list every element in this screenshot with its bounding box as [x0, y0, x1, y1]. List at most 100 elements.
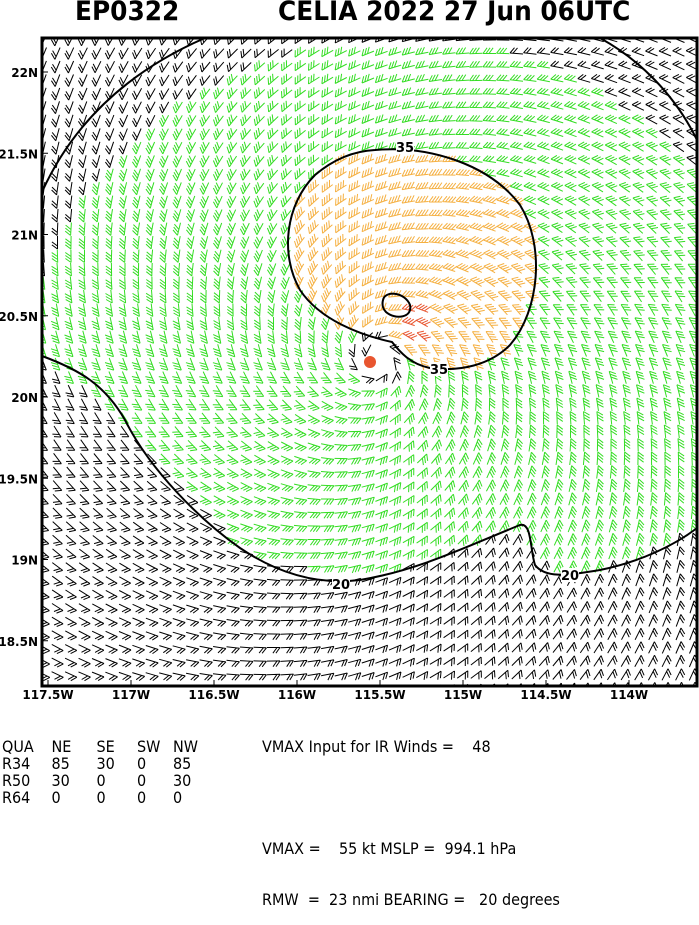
wind-barb: [253, 168, 265, 181]
wind-barb: [199, 453, 212, 465]
wind-barb: [470, 290, 485, 301]
wind-barb: [226, 330, 235, 344]
wind-barb: [213, 303, 221, 317]
wind-barb: [64, 208, 73, 223]
wind-barb: [320, 372, 332, 384]
wind-barb: [348, 301, 360, 315]
wind-barb: [635, 532, 645, 546]
wind-barb: [226, 646, 240, 654]
wind-barb: [442, 289, 458, 300]
wind-barb: [361, 523, 375, 533]
wind-barb: [388, 603, 402, 613]
wind-barb: [470, 629, 482, 639]
wind-barb: [538, 655, 550, 667]
wind-barb: [509, 155, 523, 164]
wind-barb: [118, 658, 132, 668]
wind-barb: [510, 222, 526, 233]
wind-barb: [212, 426, 225, 438]
wind-barb: [226, 426, 239, 438]
wind-barb: [458, 452, 470, 465]
wind-barb: [51, 262, 59, 277]
wind-barb: [645, 100, 658, 111]
wind-barb: [145, 168, 155, 182]
wind-barb: [621, 587, 632, 600]
wind-barb: [253, 195, 265, 208]
wind-barb: [159, 590, 172, 601]
wind-barb: [568, 384, 578, 398]
wind-barb: [523, 195, 537, 206]
wind-barb: [293, 260, 305, 276]
wind-barb: [499, 506, 510, 519]
wind-barb: [523, 208, 537, 219]
wind-barb: [445, 425, 456, 438]
wind-barb: [526, 344, 537, 357]
wind-barb: [267, 496, 280, 506]
wind-barb: [172, 426, 184, 438]
wind-barb: [159, 222, 168, 236]
wind-barb: [496, 114, 510, 123]
wind-barb: [348, 658, 362, 667]
wind-barb: [120, 439, 130, 451]
wind-barb: [293, 552, 308, 560]
wind-barb: [159, 38, 168, 46]
wind-barb: [471, 507, 483, 519]
table-cell: SE: [96, 737, 115, 756]
wind-barb: [173, 535, 185, 547]
wind-barb: [607, 628, 618, 640]
wind-barb: [662, 384, 672, 398]
wind-barb: [158, 426, 170, 438]
wind-barb: [593, 628, 605, 640]
wind-barb: [185, 141, 197, 154]
wind-barb: [280, 497, 294, 506]
wind-barb: [579, 641, 591, 654]
wind-barb: [280, 538, 294, 546]
wind-barb: [633, 277, 645, 289]
wind-barb: [605, 168, 618, 179]
wind-barb: [146, 535, 158, 546]
wind-barb: [428, 101, 442, 109]
wind-barb: [104, 357, 115, 371]
wind-barb: [186, 536, 199, 547]
wind-barb: [361, 672, 375, 681]
wind-barb: [677, 438, 685, 452]
wind-barb: [212, 357, 223, 371]
wind-barb: [280, 633, 294, 640]
wind-barb: [375, 401, 388, 412]
wind-barb: [146, 549, 158, 560]
wind-barb: [199, 481, 212, 492]
wind-barb: [213, 591, 227, 600]
wind-barb: [321, 127, 334, 139]
wind-barb: [606, 263, 618, 275]
wind-barb: [482, 101, 497, 109]
wind-barb: [254, 48, 266, 59]
wind-barb: [622, 546, 632, 560]
wind-barb: [431, 344, 444, 357]
wind-barb: [677, 451, 685, 466]
wind-barb: [50, 87, 61, 101]
wind-barb: [568, 506, 578, 519]
wind-barb: [619, 209, 632, 220]
wind-barb: [293, 357, 304, 371]
wind-barb: [294, 168, 306, 180]
wind-barb: [348, 388, 361, 398]
wind-barb: [552, 614, 564, 627]
wind-barb: [455, 168, 470, 176]
wind-barb: [42, 659, 50, 668]
wind-barb: [253, 344, 263, 358]
wind-barb: [554, 519, 564, 533]
wind-barb: [606, 668, 618, 681]
wind-barb: [186, 101, 197, 114]
wind-barb: [401, 181, 415, 191]
wind-barb: [348, 100, 361, 111]
wind-barb: [593, 614, 605, 627]
wind-barb: [523, 141, 537, 151]
table-cell: 30: [96, 754, 115, 773]
wind-barb: [622, 532, 631, 546]
wind-barb: [663, 492, 672, 506]
wind-barb: [65, 235, 72, 250]
wind-barb: [470, 643, 482, 653]
wind-barb: [538, 642, 550, 653]
wind-barb: [213, 114, 224, 127]
wind-barb: [636, 384, 645, 398]
wind-barb: [280, 427, 293, 439]
